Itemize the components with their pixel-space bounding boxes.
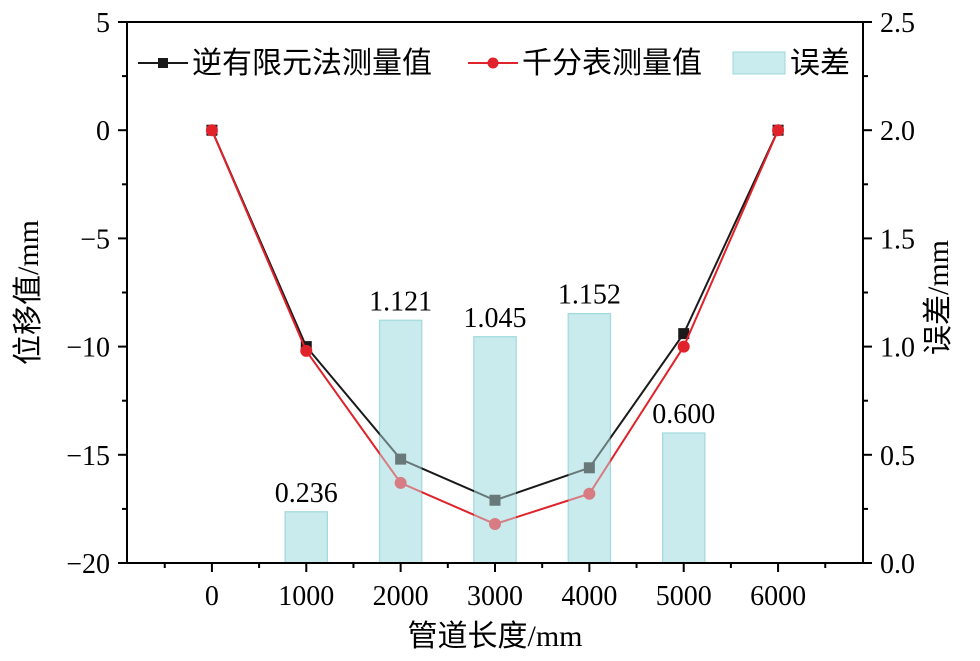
- error-bar-label: 0.236: [275, 478, 338, 509]
- error-bar-overlay: [474, 336, 516, 563]
- x-tick-label: 5000: [656, 581, 712, 612]
- y-right-tick-label: 2.0: [880, 116, 915, 147]
- error-bar-overlay: [568, 313, 611, 563]
- error-bar-label: 1.045: [464, 303, 527, 334]
- y-right-tick-label: 1.0: [880, 333, 915, 364]
- y-left-tick-label: −10: [66, 333, 110, 364]
- y-right-tick-label: 1.5: [880, 224, 915, 255]
- axis-ticks: 0 1000 2000 3000 4000 5000 6000 5 0 −5 −10 −15 −20 2.…: [66, 8, 915, 612]
- x-tick-label: 6000: [750, 581, 806, 612]
- legend-text-error: 误差: [790, 47, 850, 80]
- error-bar-overlay: [379, 320, 422, 563]
- legend-marker-dial: [487, 57, 499, 69]
- y-right-tick-label: 0.5: [880, 441, 915, 472]
- dial-marker: [583, 487, 596, 500]
- series-lines: [205, 124, 785, 563]
- fem-marker: [395, 453, 407, 465]
- error-bar-overlay: [662, 433, 705, 563]
- fem-marker: [489, 494, 501, 506]
- y-left-tick-label: 0: [96, 116, 110, 147]
- error-bar-label: 0.600: [652, 399, 715, 430]
- legend-text-fem: 逆有限元法测量值: [192, 47, 432, 80]
- x-tick-label: 0: [205, 581, 219, 612]
- legend: 逆有限元法测量值 千分表测量值 误差: [138, 47, 850, 80]
- fem-marker: [678, 328, 690, 340]
- y-right-axis-label: 误差/mm: [922, 240, 955, 355]
- dial-marker: [394, 476, 407, 489]
- x-tick-label: 2000: [373, 581, 429, 612]
- error-bar-label: 1.152: [558, 280, 621, 311]
- error-bar: [284, 511, 329, 564]
- y-left-tick-label: −15: [66, 441, 110, 472]
- y-left-tick-label: −20: [66, 549, 110, 580]
- y-left-tick-label: 5: [96, 8, 110, 39]
- y-right-tick-label: 2.5: [880, 8, 915, 39]
- error-bar-overlay: [285, 511, 328, 563]
- dial-marker: [300, 344, 313, 357]
- dial-marker: [677, 340, 690, 353]
- dial-marker: [772, 124, 785, 137]
- x-tick-label: 4000: [561, 581, 617, 612]
- legend-swatch-error: [732, 51, 786, 75]
- error-bar-label: 1.121: [369, 286, 432, 317]
- y-left-tick-label: −5: [80, 224, 110, 255]
- y-right-tick-label: 0.0: [880, 549, 915, 580]
- legend-text-dial: 千分表测量值: [522, 47, 702, 80]
- x-tick-label: 1000: [278, 581, 334, 612]
- fem-marker: [583, 462, 595, 474]
- y-left-axis-label: 位移值/mm: [12, 220, 45, 365]
- x-axis-label: 管道长度/mm: [407, 620, 582, 653]
- dial-marker: [489, 518, 501, 531]
- dial-marker: [205, 124, 218, 137]
- legend-marker-fem: [158, 58, 168, 68]
- x-tick-label: 3000: [467, 581, 523, 612]
